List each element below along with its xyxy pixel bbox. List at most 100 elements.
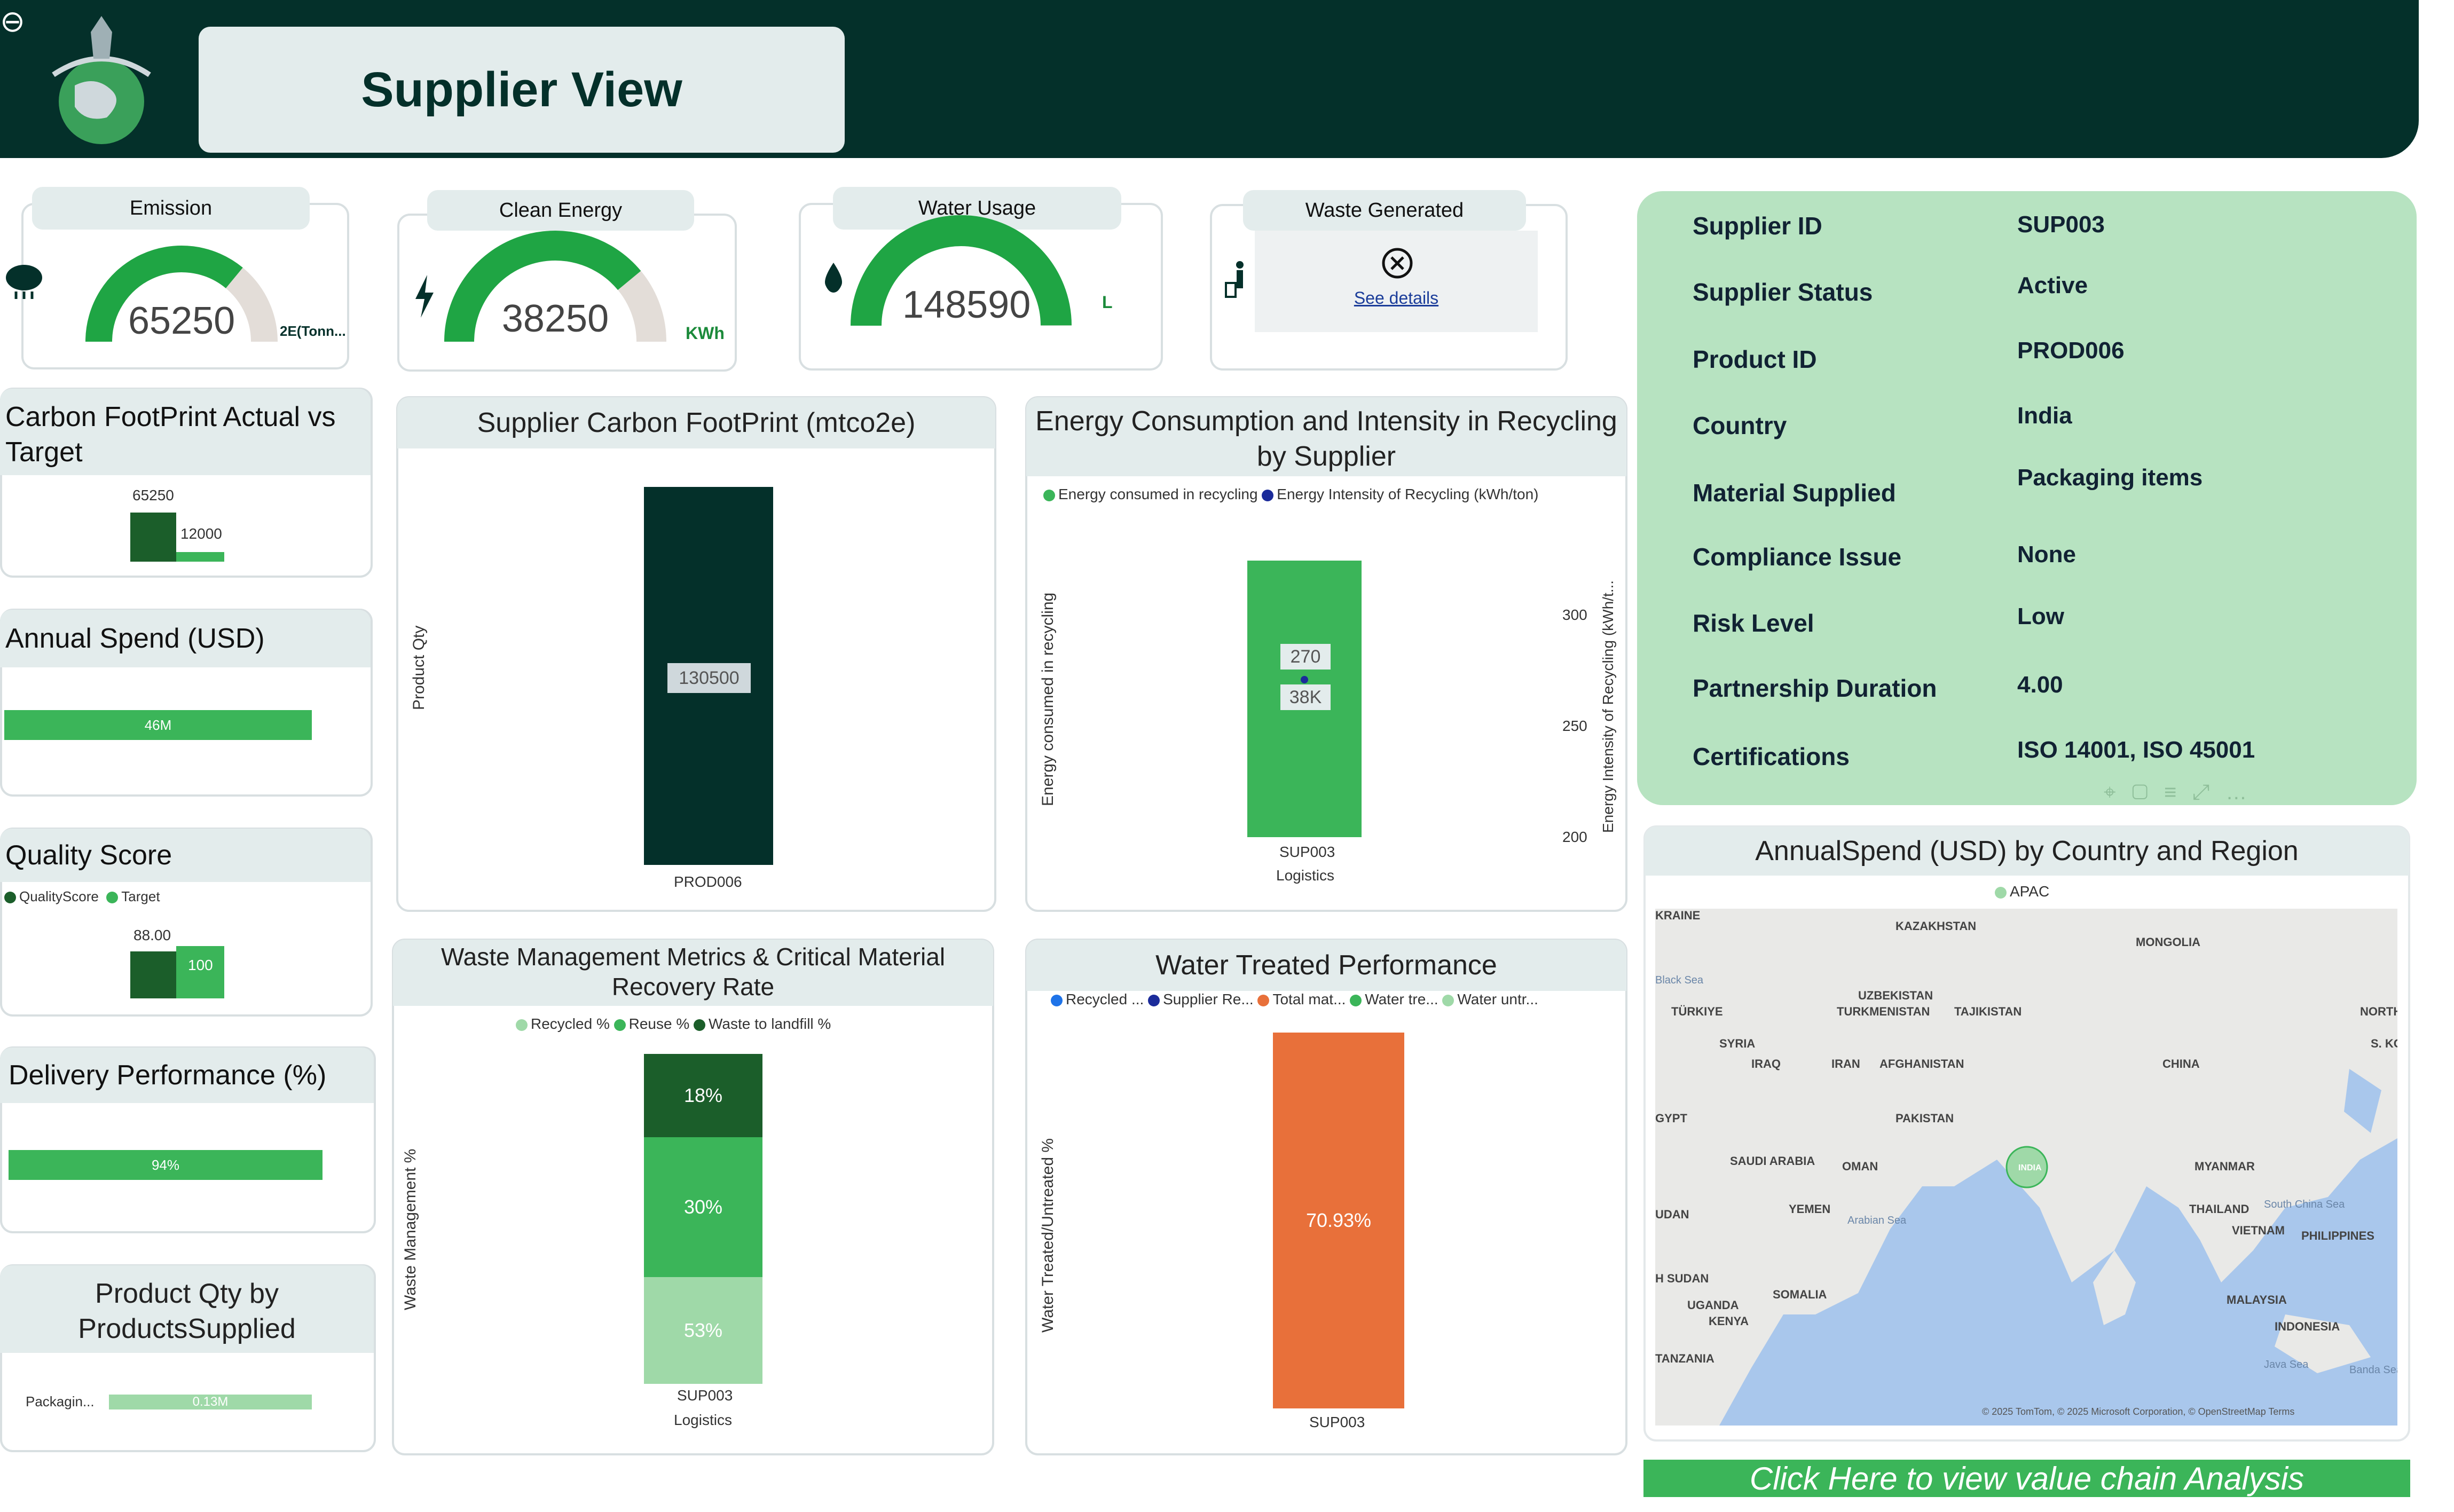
clean-energy-unit: KWh (686, 324, 725, 343)
value-chain-button[interactable]: Click Here to view value chain Analysis (1643, 1460, 2410, 1497)
waste-ylabel: Waste Management % (402, 1148, 419, 1310)
quality-legend-target: Target (121, 888, 160, 904)
supplier-carbon-title: Supplier Carbon FootPrint (mtco2e) (397, 397, 995, 448)
map-label: YEMEN (1789, 1202, 1830, 1216)
carbon-target-bar (176, 552, 224, 562)
quality-score-legend: QualityScore Target (4, 888, 160, 905)
energy-title: Energy Consumption and Intensity in Recy… (1026, 397, 1626, 476)
carbon-target-title: Carbon FootPrint Actual vs Target (0, 389, 371, 475)
region-map[interactable]: KRAINE KAZAKHSTAN MONGOLIA Black Sea UZBEKIS… (1655, 909, 2397, 1426)
close-circle-icon[interactable] (1380, 246, 1415, 281)
energy-subcategory: Logistics (1276, 867, 1334, 884)
waste-subcategory: Logistics (674, 1412, 732, 1428)
map-label: SAUDI ARABIA (1730, 1154, 1815, 1168)
water-legend-4: Water tre... (1365, 991, 1438, 1007)
map-label: SYRIA (1719, 1037, 1755, 1050)
map-label: TÜRKIYE (1671, 1005, 1723, 1018)
energy-consumed-label: 38K (1280, 684, 1331, 710)
map-label: UGANDA (1687, 1298, 1739, 1312)
clean-energy-value: 38250 (501, 297, 609, 340)
water-legend-dot-1 (1051, 994, 1063, 1006)
map-label: MYANMAR (2195, 1160, 2255, 1173)
map-label: NORTH KO (2360, 1005, 2397, 1018)
supplier-info-value: 4.00 (2017, 672, 2063, 698)
map-label: THAILAND (2189, 1202, 2249, 1216)
supplier-info-label: Risk Level (1693, 609, 1814, 637)
map-legend: APAC (1995, 883, 2049, 900)
supplier-info-label: Country (1693, 412, 1787, 439)
delivery-title: Delivery Performance (%) (0, 1048, 374, 1103)
product-qty-category: Packagin... (26, 1393, 95, 1409)
supplier-info-value: PROD006 (2017, 337, 2125, 364)
map-country-labels: KRAINE KAZAKHSTAN MONGOLIA Black Sea UZBEKIS… (1655, 909, 2397, 1376)
map-label: KENYA (1709, 1314, 1749, 1328)
map-label: INDIA (2018, 1163, 2042, 1172)
supplier-carbon-ylabel: Product Qty (410, 625, 428, 710)
supplier-info-label: Supplier ID (1693, 212, 1822, 240)
quality-legend-score: QualityScore (19, 888, 99, 904)
map-label: TURKMENISTAN (1837, 1005, 1930, 1018)
map-label: KRAINE (1655, 909, 1700, 922)
droplet-icon (825, 263, 842, 293)
lightning-icon (415, 275, 434, 318)
map-attribution: © 2025 TomTom, © 2025 Microsoft Corporat… (1982, 1406, 2294, 1417)
visual-toolbar-icons[interactable]: ⌖▢≡⤢… (2104, 781, 2263, 804)
map-label: Black Sea (1655, 974, 1704, 986)
waste-generated-label: Waste Generated (1243, 190, 1526, 231)
map-label: South China Sea (2264, 1199, 2345, 1210)
see-details-link[interactable]: See details (1354, 288, 1439, 308)
energy-legend-2: Energy Intensity of Recycling (kWh/ton) (1277, 486, 1539, 502)
map-label: GYPT (1655, 1112, 1687, 1125)
back-arrow-icon[interactable]: ⊖ (0, 4, 25, 38)
supplier-info-value: India (2017, 403, 2072, 429)
map-label: PAKISTAN (1895, 1112, 1954, 1125)
emission-unit: 2E(Tonn... (280, 323, 346, 339)
supplier-info-label: Compliance Issue (1693, 543, 1902, 571)
emission-label: Emission (32, 187, 310, 230)
energy-y2-tick-300: 300 (1562, 607, 1587, 623)
water-category: SUP003 (1309, 1414, 1365, 1430)
supplier-info-value: Low (2017, 603, 2064, 629)
product-qty-title: Product Qty by ProductsSupplied (0, 1265, 374, 1353)
supplier-info-panel (1637, 191, 2417, 805)
quality-score-bar (130, 951, 176, 998)
annual-spend-bar: 46M (4, 710, 312, 740)
map-label: S. KORE (2371, 1037, 2397, 1050)
map-legend-label: APAC (2010, 883, 2050, 900)
energy-legend-1: Energy consumed in recycling (1058, 486, 1258, 502)
energy-legend: Energy consumed in recycling Energy Inte… (1043, 486, 1539, 503)
map-label: MONGOLIA (2136, 935, 2200, 949)
energy-legend-dot-2 (1262, 489, 1274, 501)
energy-y2-tick-200: 200 (1562, 829, 1587, 845)
india-bubble[interactable] (2005, 1146, 2048, 1188)
energy-y2label: Energy Intensity of Recycling (kWh/t... (1600, 580, 1616, 833)
water-legend-dot-5 (1442, 994, 1454, 1006)
gauge-fill (85, 246, 243, 342)
supplier-info-value: None (2017, 541, 2076, 568)
carbon-target-label: 12000 (180, 525, 222, 542)
supplier-info-label: Material Supplied (1693, 479, 1896, 507)
recycle-bin-icon (1225, 261, 1244, 298)
water-legend-dot-3 (1257, 994, 1270, 1006)
map-label: H SUDAN (1655, 1272, 1709, 1285)
map-label: AFGHANISTAN (1879, 1057, 1964, 1070)
supplier-info-label: Partnership Duration (1693, 674, 1937, 702)
water-legend-3: Total mat... (1272, 991, 1346, 1007)
water-legend-2: Supplier Re... (1163, 991, 1254, 1007)
supplier-info-value: Packaging items (2017, 464, 2203, 491)
map-label: INDONESIA (2275, 1320, 2340, 1333)
water-legend-dot-2 (1148, 994, 1160, 1006)
energy-category: SUP003 (1279, 844, 1335, 860)
map-label: Arabian Sea (1847, 1215, 1907, 1226)
quality-target-value: 100 (188, 957, 213, 973)
supplier-info-value: Active (2017, 272, 2088, 298)
emission-value: 65250 (128, 300, 235, 342)
waste-legend-dot-1 (516, 1019, 528, 1031)
gauge-fill (444, 231, 641, 342)
supplier-info-label: Supplier Status (1693, 278, 1873, 306)
map-label: UZBEKISTAN (1858, 989, 1933, 1002)
waste-landfill-segment: 18% (644, 1054, 762, 1137)
eco-globe-icon (52, 16, 151, 144)
waste-recycled-segment: 53% (644, 1277, 762, 1384)
map-label: KAZAKHSTAN (1895, 919, 1976, 933)
